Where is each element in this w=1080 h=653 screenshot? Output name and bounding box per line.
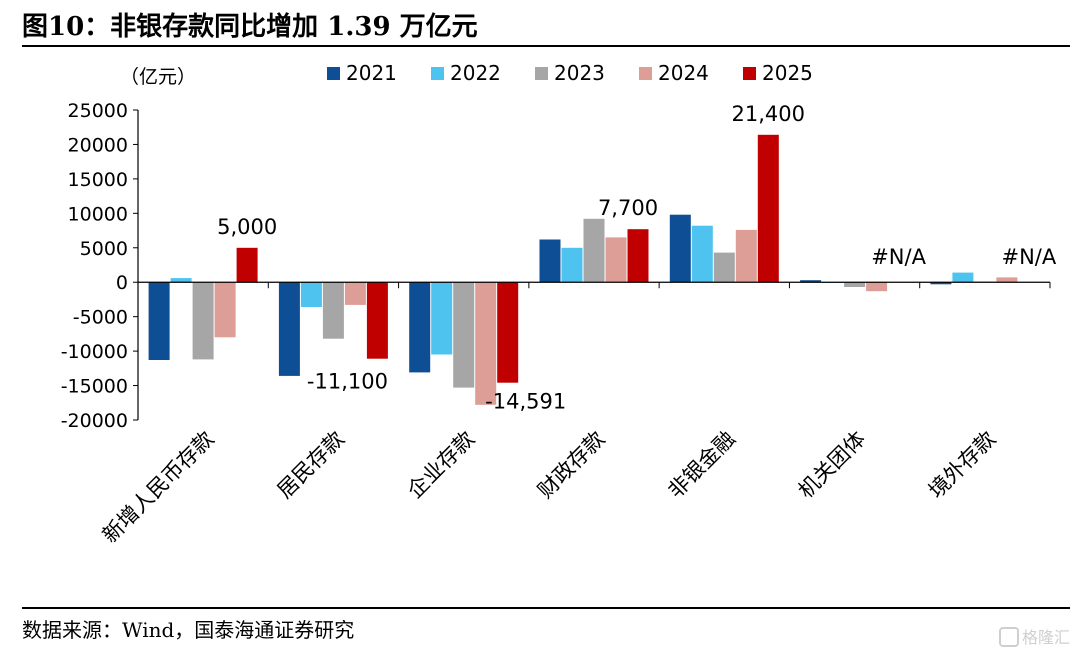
legend-swatch-2025 [743, 67, 756, 80]
legend-label-2024: 2024 [658, 61, 709, 85]
bar-chart: 2021 2022 2023 2024 2025 （亿元） 25000 20000 1500… [61, 61, 1057, 548]
bar-2024-3 [605, 237, 627, 283]
bar-2021-3 [539, 239, 561, 283]
bar-2025-4 [757, 134, 779, 283]
bar-2021-0 [148, 282, 170, 360]
bar-2021-6 [930, 282, 952, 285]
data-label: #N/A [871, 245, 926, 269]
bar-2025-2 [497, 282, 519, 383]
bar-2021-2 [409, 282, 431, 373]
bar-2024-6 [996, 277, 1018, 283]
x-category-label: 财政存款 [533, 427, 609, 503]
page-title: 图10：非银存款同比增加 1.39 万亿元 [22, 12, 478, 42]
watermark-logo-icon [998, 627, 1019, 647]
x-category-label: 新增人民币存款 [98, 427, 219, 548]
watermark: 格隆汇 [998, 624, 1070, 648]
bar-2024-1 [344, 282, 366, 305]
legend-swatch-2022 [431, 67, 444, 80]
bar-2024-5 [866, 282, 888, 292]
y-tick-label: 5000 [80, 238, 128, 260]
legend-swatch-2024 [639, 67, 652, 80]
x-category-label: 居民存款 [273, 427, 349, 503]
y-tick-label: -20000 [61, 410, 128, 432]
bar-2024-0 [214, 282, 236, 338]
bar-2025-0 [236, 247, 258, 283]
data-label: 21,400 [732, 102, 805, 126]
bar-2025-1 [366, 282, 388, 359]
bar-2022-2 [431, 282, 453, 355]
bar-2023-4 [713, 252, 735, 283]
bar-2022-1 [300, 282, 322, 307]
source-divider [22, 607, 1070, 609]
bar-2021-1 [278, 282, 300, 376]
y-tick-label: 0 [116, 272, 128, 294]
axes [137, 110, 1051, 420]
bar-2022-3 [561, 247, 583, 283]
legend-label-2025: 2025 [762, 61, 813, 85]
title-divider [22, 45, 1070, 47]
watermark-text: 格隆汇 [1021, 628, 1070, 647]
x-category-label: 境外存款 [924, 427, 1000, 503]
y-axis-ticks: 25000 20000 15000 10000 5000 0 -5000 -10000 -150… [61, 100, 138, 432]
x-axis-labels: 新增人民币存款 居民存款 企业存款 财政存款 非银金融 机关团体 境外存款 [98, 427, 1001, 548]
bar-2021-4 [669, 214, 691, 283]
data-label: -14,591 [485, 390, 566, 414]
y-axis-label: （亿元） [120, 66, 196, 88]
y-tick-label: -5000 [73, 307, 128, 329]
bar-2025-3 [627, 229, 649, 283]
x-category-label: 机关团体 [794, 427, 870, 503]
y-tick-label: -15000 [61, 376, 128, 398]
data-label: #N/A [1001, 245, 1056, 269]
legend-swatch-2021 [327, 67, 340, 80]
data-label: -11,100 [307, 370, 388, 394]
source-note: 数据来源：Wind，国泰海通证券研究 [22, 618, 355, 642]
x-category-label: 企业存款 [403, 427, 479, 503]
bars [148, 134, 1018, 405]
y-tick-label: 15000 [68, 169, 128, 191]
bar-2024-4 [735, 229, 757, 283]
legend-label-2023: 2023 [554, 61, 605, 85]
bar-2022-6 [952, 272, 974, 283]
bar-2024-2 [475, 282, 497, 405]
y-tick-label: 20000 [68, 134, 128, 156]
legend-label-2021: 2021 [346, 61, 397, 85]
chart-legend: 2021 2022 2023 2024 2025 [327, 61, 813, 85]
bar-2022-0 [170, 278, 192, 283]
legend-label-2022: 2022 [450, 61, 501, 85]
bar-2023-2 [453, 282, 475, 388]
y-tick-label: 10000 [68, 203, 128, 225]
legend-swatch-2023 [535, 67, 548, 80]
bar-2023-3 [583, 218, 605, 283]
data-label: 5,000 [217, 215, 277, 239]
bar-2023-0 [192, 282, 214, 360]
data-labels: 5,000 -11,100 -14,591 7,700 21,400 #N/A #N/A [217, 102, 1057, 414]
data-label: 7,700 [598, 196, 658, 220]
bar-2021-5 [800, 280, 822, 283]
bar-2023-5 [844, 282, 866, 287]
x-category-label: 非银金融 [663, 427, 739, 503]
bar-2023-1 [322, 282, 344, 339]
y-tick-label: -10000 [61, 341, 128, 363]
bar-2022-4 [691, 225, 713, 283]
y-tick-label: 25000 [68, 100, 128, 122]
